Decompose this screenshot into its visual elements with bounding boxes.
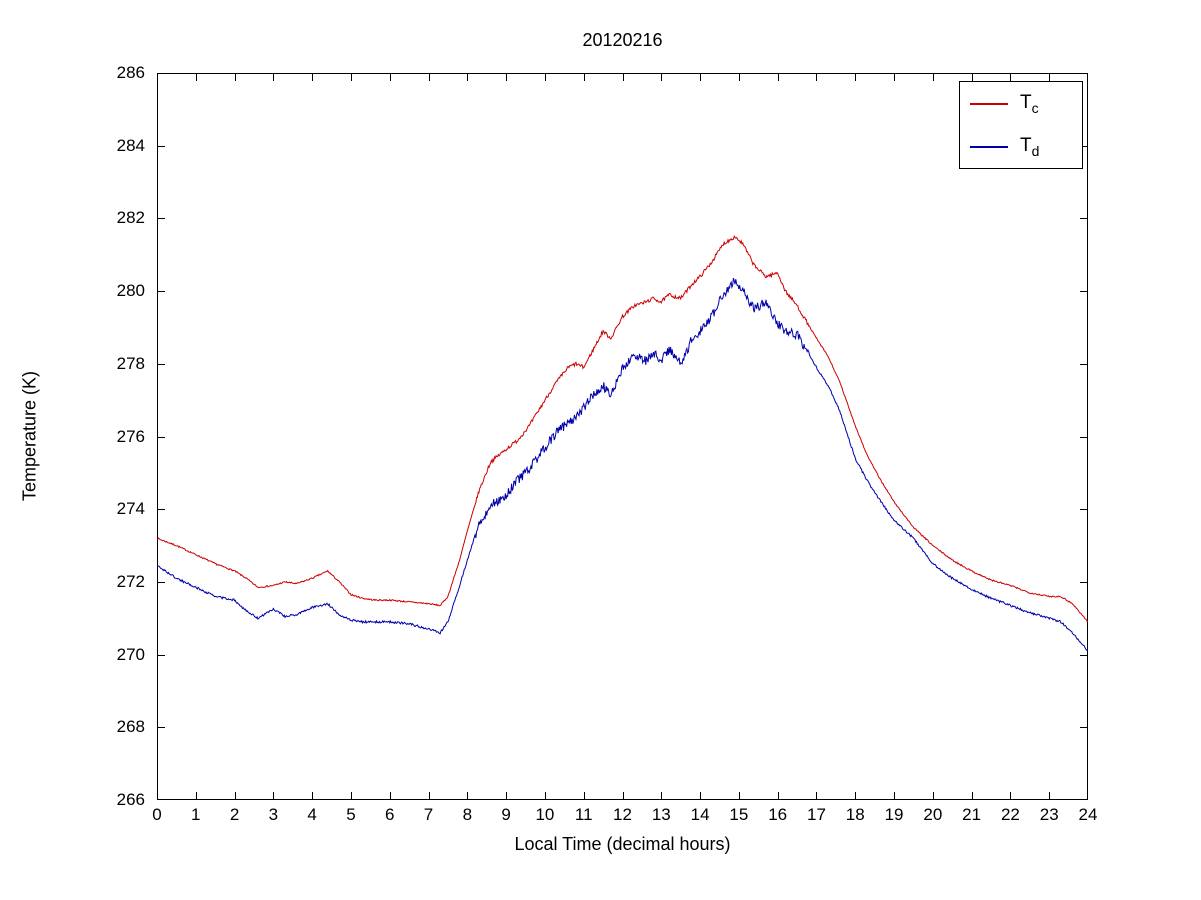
x-tick-label: 3 (268, 805, 279, 824)
y-tick-label: 272 (116, 571, 145, 591)
plot-area (157, 73, 1088, 800)
legend: Tc Td (959, 81, 1083, 169)
x-tick-label: 24 (1078, 805, 1098, 824)
x-tick-label: 18 (845, 805, 865, 824)
x-tick-label: 9 (501, 805, 511, 824)
x-tick-label: 7 (423, 805, 434, 824)
x-tick-label: 6 (385, 805, 395, 824)
x-tick-label: 1 (191, 805, 201, 824)
x-tick-label: 17 (806, 805, 826, 824)
legend-line-sample-red (970, 102, 1008, 105)
x-tick-label: 5 (346, 805, 356, 824)
y-tick-label: 266 (116, 790, 145, 809)
x-tick-label: 20 (923, 805, 943, 824)
x-tick-label: 11 (574, 805, 593, 824)
x-tick-label: 8 (462, 805, 473, 824)
y-tick-label: 270 (116, 644, 145, 664)
x-tick-label: 10 (535, 805, 555, 824)
y-axis-label: Temperature (K) (19, 370, 40, 502)
x-tick-label: 22 (1000, 805, 1020, 824)
legend-entry-td: Td (960, 127, 1082, 167)
x-tick-label: 12 (613, 805, 632, 824)
chart-title: 20120216 (582, 30, 663, 50)
y-tick-label: 282 (116, 208, 145, 228)
legend-label-td: Td (1020, 134, 1040, 159)
x-axis-label: Local Time (decimal hours) (514, 834, 731, 854)
x-tick-label: 0 (152, 805, 162, 824)
x-tick-label: 13 (651, 805, 671, 824)
legend-entry-tc: Tc (960, 84, 1082, 124)
y-tick-label: 286 (116, 63, 145, 82)
legend-label-tc: Tc (1020, 91, 1039, 116)
series-line-T_c (157, 234, 1088, 623)
x-tick-label: 4 (307, 805, 317, 824)
y-tick-label: 284 (116, 135, 145, 155)
x-tick-label: 14 (690, 805, 710, 824)
x-tick-label: 19 (884, 805, 904, 824)
y-tick-label: 276 (116, 426, 145, 446)
x-tick-label: 2 (229, 805, 240, 824)
y-tick-label: 268 (116, 717, 145, 737)
x-tick-label: 23 (1039, 805, 1059, 824)
series-line-T_d (157, 277, 1088, 652)
y-tick-label: 280 (116, 281, 145, 301)
legend-line-sample-blue (970, 145, 1008, 148)
y-tick-label: 274 (116, 499, 145, 519)
x-tick-label: 21 (962, 805, 982, 824)
y-tick-label: 278 (116, 353, 145, 373)
plot-box: Tc Td (157, 73, 1088, 800)
x-tick-label: 15 (729, 805, 749, 824)
x-tick-label: 16 (768, 805, 788, 824)
